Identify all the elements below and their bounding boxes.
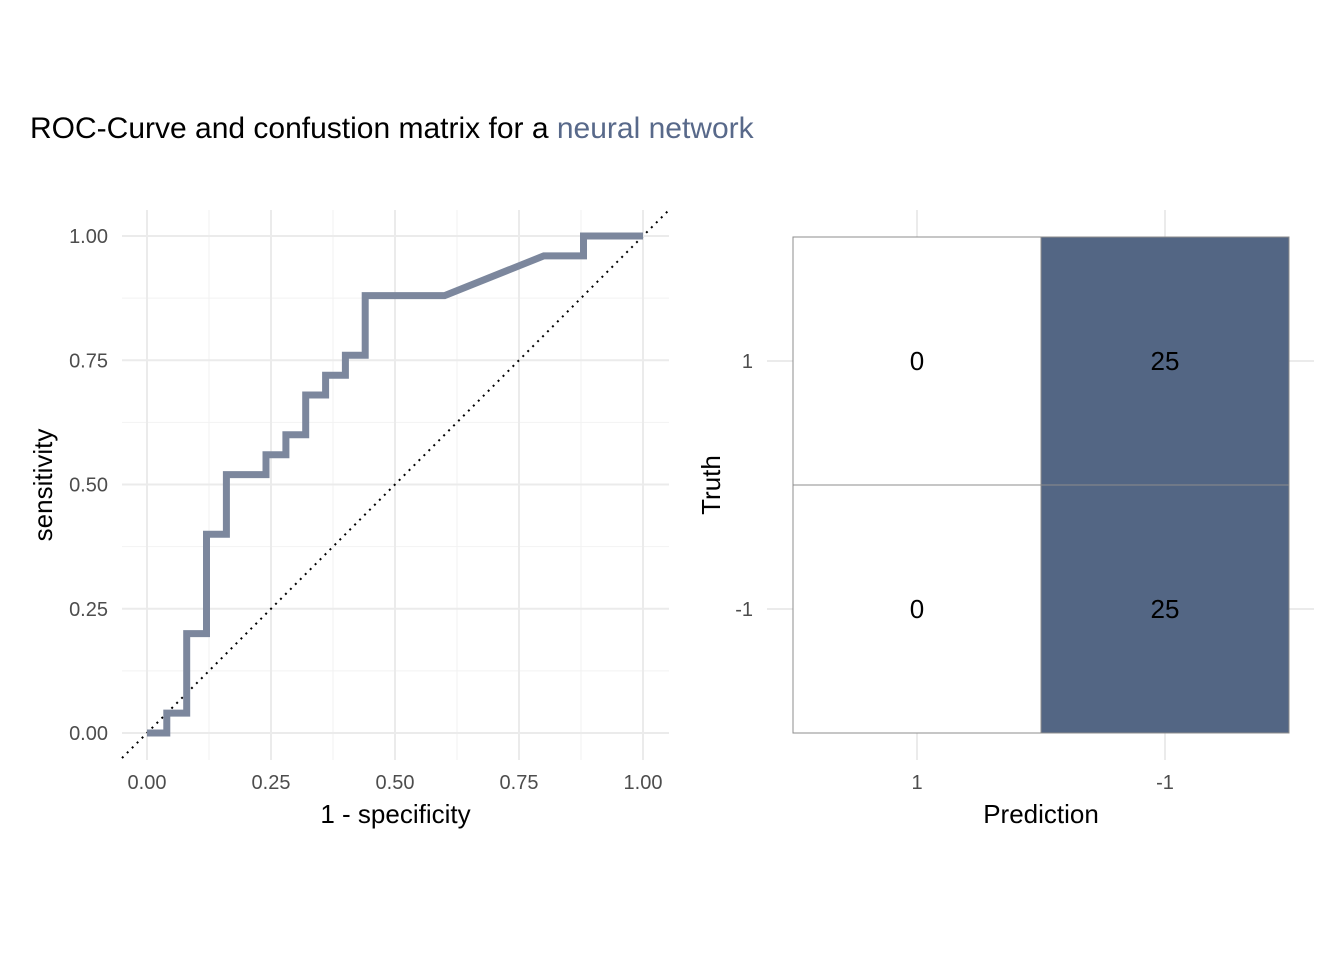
matrix-cell-value: 25	[1151, 346, 1180, 376]
x-axis-title: 1 - specificity	[320, 799, 470, 829]
title-prefix: ROC-Curve and confustion matrix for a	[30, 112, 557, 145]
y-tick-label: 1	[742, 351, 753, 373]
y-axis-title: sensitivity	[28, 429, 58, 542]
matrix-cell-value: 25	[1151, 594, 1180, 624]
confusion-matrix-panel: 0 25 0 25 1 -1 1 -1 Prediction Truth	[696, 210, 1314, 829]
y-tick-label: 0.50	[69, 475, 108, 497]
title-highlight: neural network	[556, 112, 754, 145]
x-tick-label: 0.50	[376, 772, 415, 794]
matrix-cell	[792, 236, 1042, 486]
x-tick-label: 0.00	[128, 772, 167, 794]
y-tick-label: -1	[735, 599, 753, 621]
matrix-cell-value: 0	[910, 594, 924, 624]
matrix-cell-value: 0	[910, 346, 924, 376]
x-tick-label: -1	[1156, 772, 1174, 794]
x-axis-title: Prediction	[983, 799, 1099, 829]
y-tick-label: 0.75	[69, 350, 108, 372]
x-tick-label: 1	[911, 772, 922, 794]
y-tick-label: 1.00	[69, 226, 108, 248]
roc-panel: 0.00 0.25 0.50 0.75 1.00 0.00 0.25 0.50 0.75 1.00…	[28, 209, 670, 829]
reference-diagonal-line	[121, 209, 670, 759]
x-tick-label: 1.00	[624, 772, 663, 794]
y-tick-label: 0.25	[69, 599, 108, 621]
x-tick-label: 0.25	[252, 772, 291, 794]
y-tick-label: 0.00	[69, 723, 108, 745]
x-tick-label: 0.75	[500, 772, 539, 794]
chart-title: ROC-Curve and confustion matrix for a ne…	[30, 112, 754, 146]
y-axis-title: Truth	[696, 455, 726, 515]
roc-curve-line	[147, 232, 643, 737]
matrix-cell	[792, 484, 1042, 734]
matrix-cell	[1040, 484, 1290, 734]
